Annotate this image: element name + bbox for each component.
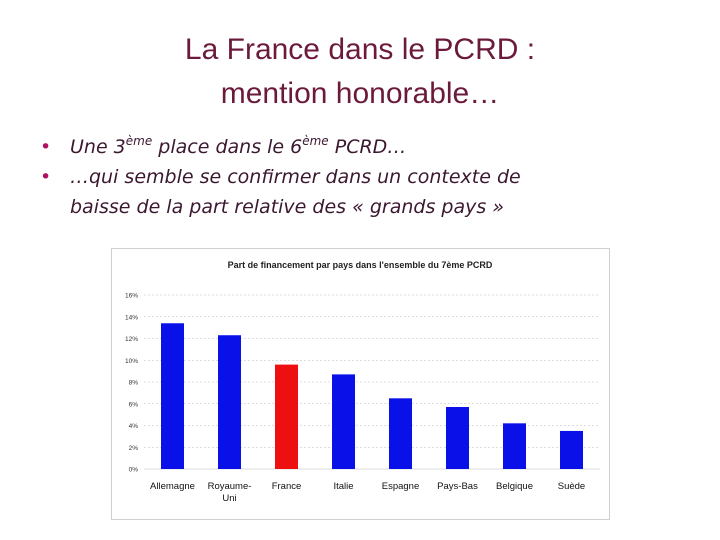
y-tick-label: 8% bbox=[129, 380, 139, 387]
y-tick-label: 14% bbox=[125, 314, 138, 321]
chart-title: Part de financement par pays dans l'ense… bbox=[228, 260, 493, 270]
bar bbox=[446, 407, 469, 469]
slide-title-line-2: mention honorable… bbox=[220, 77, 500, 110]
bar-chart: Part de financement par pays dans l'ense… bbox=[111, 248, 610, 520]
bar bbox=[218, 335, 241, 469]
bullet-1-superscript-1: ème bbox=[125, 134, 153, 148]
y-tick-label: 4% bbox=[129, 423, 139, 430]
x-category-label: France bbox=[272, 481, 302, 492]
bars bbox=[161, 323, 583, 469]
bullet-dot-icon: • bbox=[40, 136, 52, 158]
x-category-label: Allemagne bbox=[150, 481, 195, 492]
gridlines bbox=[144, 294, 600, 470]
x-category-label: Belgique bbox=[496, 481, 533, 492]
y-tick-label: 6% bbox=[129, 401, 139, 408]
bar bbox=[332, 374, 355, 469]
bullet-2-line-2: baisse de la part relative des « grands … bbox=[70, 196, 505, 218]
x-category-label: Espagne bbox=[382, 481, 420, 492]
bullet-1-text-c: PCRD… bbox=[328, 136, 407, 158]
bar bbox=[275, 364, 298, 469]
bullet-item-1: • Une 3ème place dans le 6ème PCRD… bbox=[40, 132, 680, 162]
y-tick-label: 16% bbox=[125, 293, 138, 300]
bullet-2-line-1: …qui semble se confirmer dans un context… bbox=[70, 166, 521, 188]
x-category-label-line: Uni bbox=[222, 493, 236, 504]
y-tick-label: 12% bbox=[125, 336, 138, 343]
bar bbox=[389, 398, 412, 469]
x-category-label-line: Suède bbox=[558, 481, 585, 492]
bullet-1-text-a: Une 3 bbox=[70, 136, 126, 158]
x-category-label: Pays-Bas bbox=[437, 481, 478, 492]
slide-title-line-1: La France dans le PCRD : bbox=[184, 33, 536, 66]
x-category-label-line: France bbox=[272, 481, 302, 492]
x-category-label-line: Espagne bbox=[382, 481, 420, 492]
bar bbox=[560, 430, 583, 469]
x-category-label: Royaume-Uni bbox=[208, 481, 252, 504]
x-category-label-line: Pays-Bas bbox=[437, 481, 478, 492]
y-axis-ticks: 0% 2% 4% 6% 8% 10% 12% 14% 16% bbox=[125, 293, 138, 474]
x-category-label-line: Belgique bbox=[496, 481, 533, 492]
x-category-label: Italie bbox=[333, 481, 353, 492]
slide-title: La France dans le PCRD : mention honorab… bbox=[100, 28, 620, 116]
x-category-label: Suède bbox=[558, 481, 585, 492]
bullet-item-2: • …qui semble se confirmer dans un conte… bbox=[40, 162, 680, 222]
bullet-list: • Une 3ème place dans le 6ème PCRD… • …q… bbox=[40, 132, 680, 222]
bullet-1-text-b: place dans le 6 bbox=[152, 136, 303, 158]
bullet-1-superscript-2: ème bbox=[302, 134, 329, 148]
x-category-label-line: Allemagne bbox=[150, 481, 195, 492]
bullet-dot-icon: • bbox=[40, 166, 52, 188]
x-category-label-line: Royaume- bbox=[208, 481, 252, 492]
y-tick-label: 2% bbox=[129, 445, 139, 452]
y-tick-label: 0% bbox=[129, 467, 139, 474]
x-category-label-line: Italie bbox=[333, 481, 353, 492]
bar-chart-svg: Part de financement par pays dans l'ense… bbox=[125, 260, 600, 504]
bar bbox=[503, 423, 526, 469]
x-axis-categories: Allemagne Royaume-Uni France Italie Espagne P… bbox=[150, 481, 585, 504]
bar bbox=[161, 323, 184, 469]
y-tick-label: 10% bbox=[125, 358, 138, 365]
